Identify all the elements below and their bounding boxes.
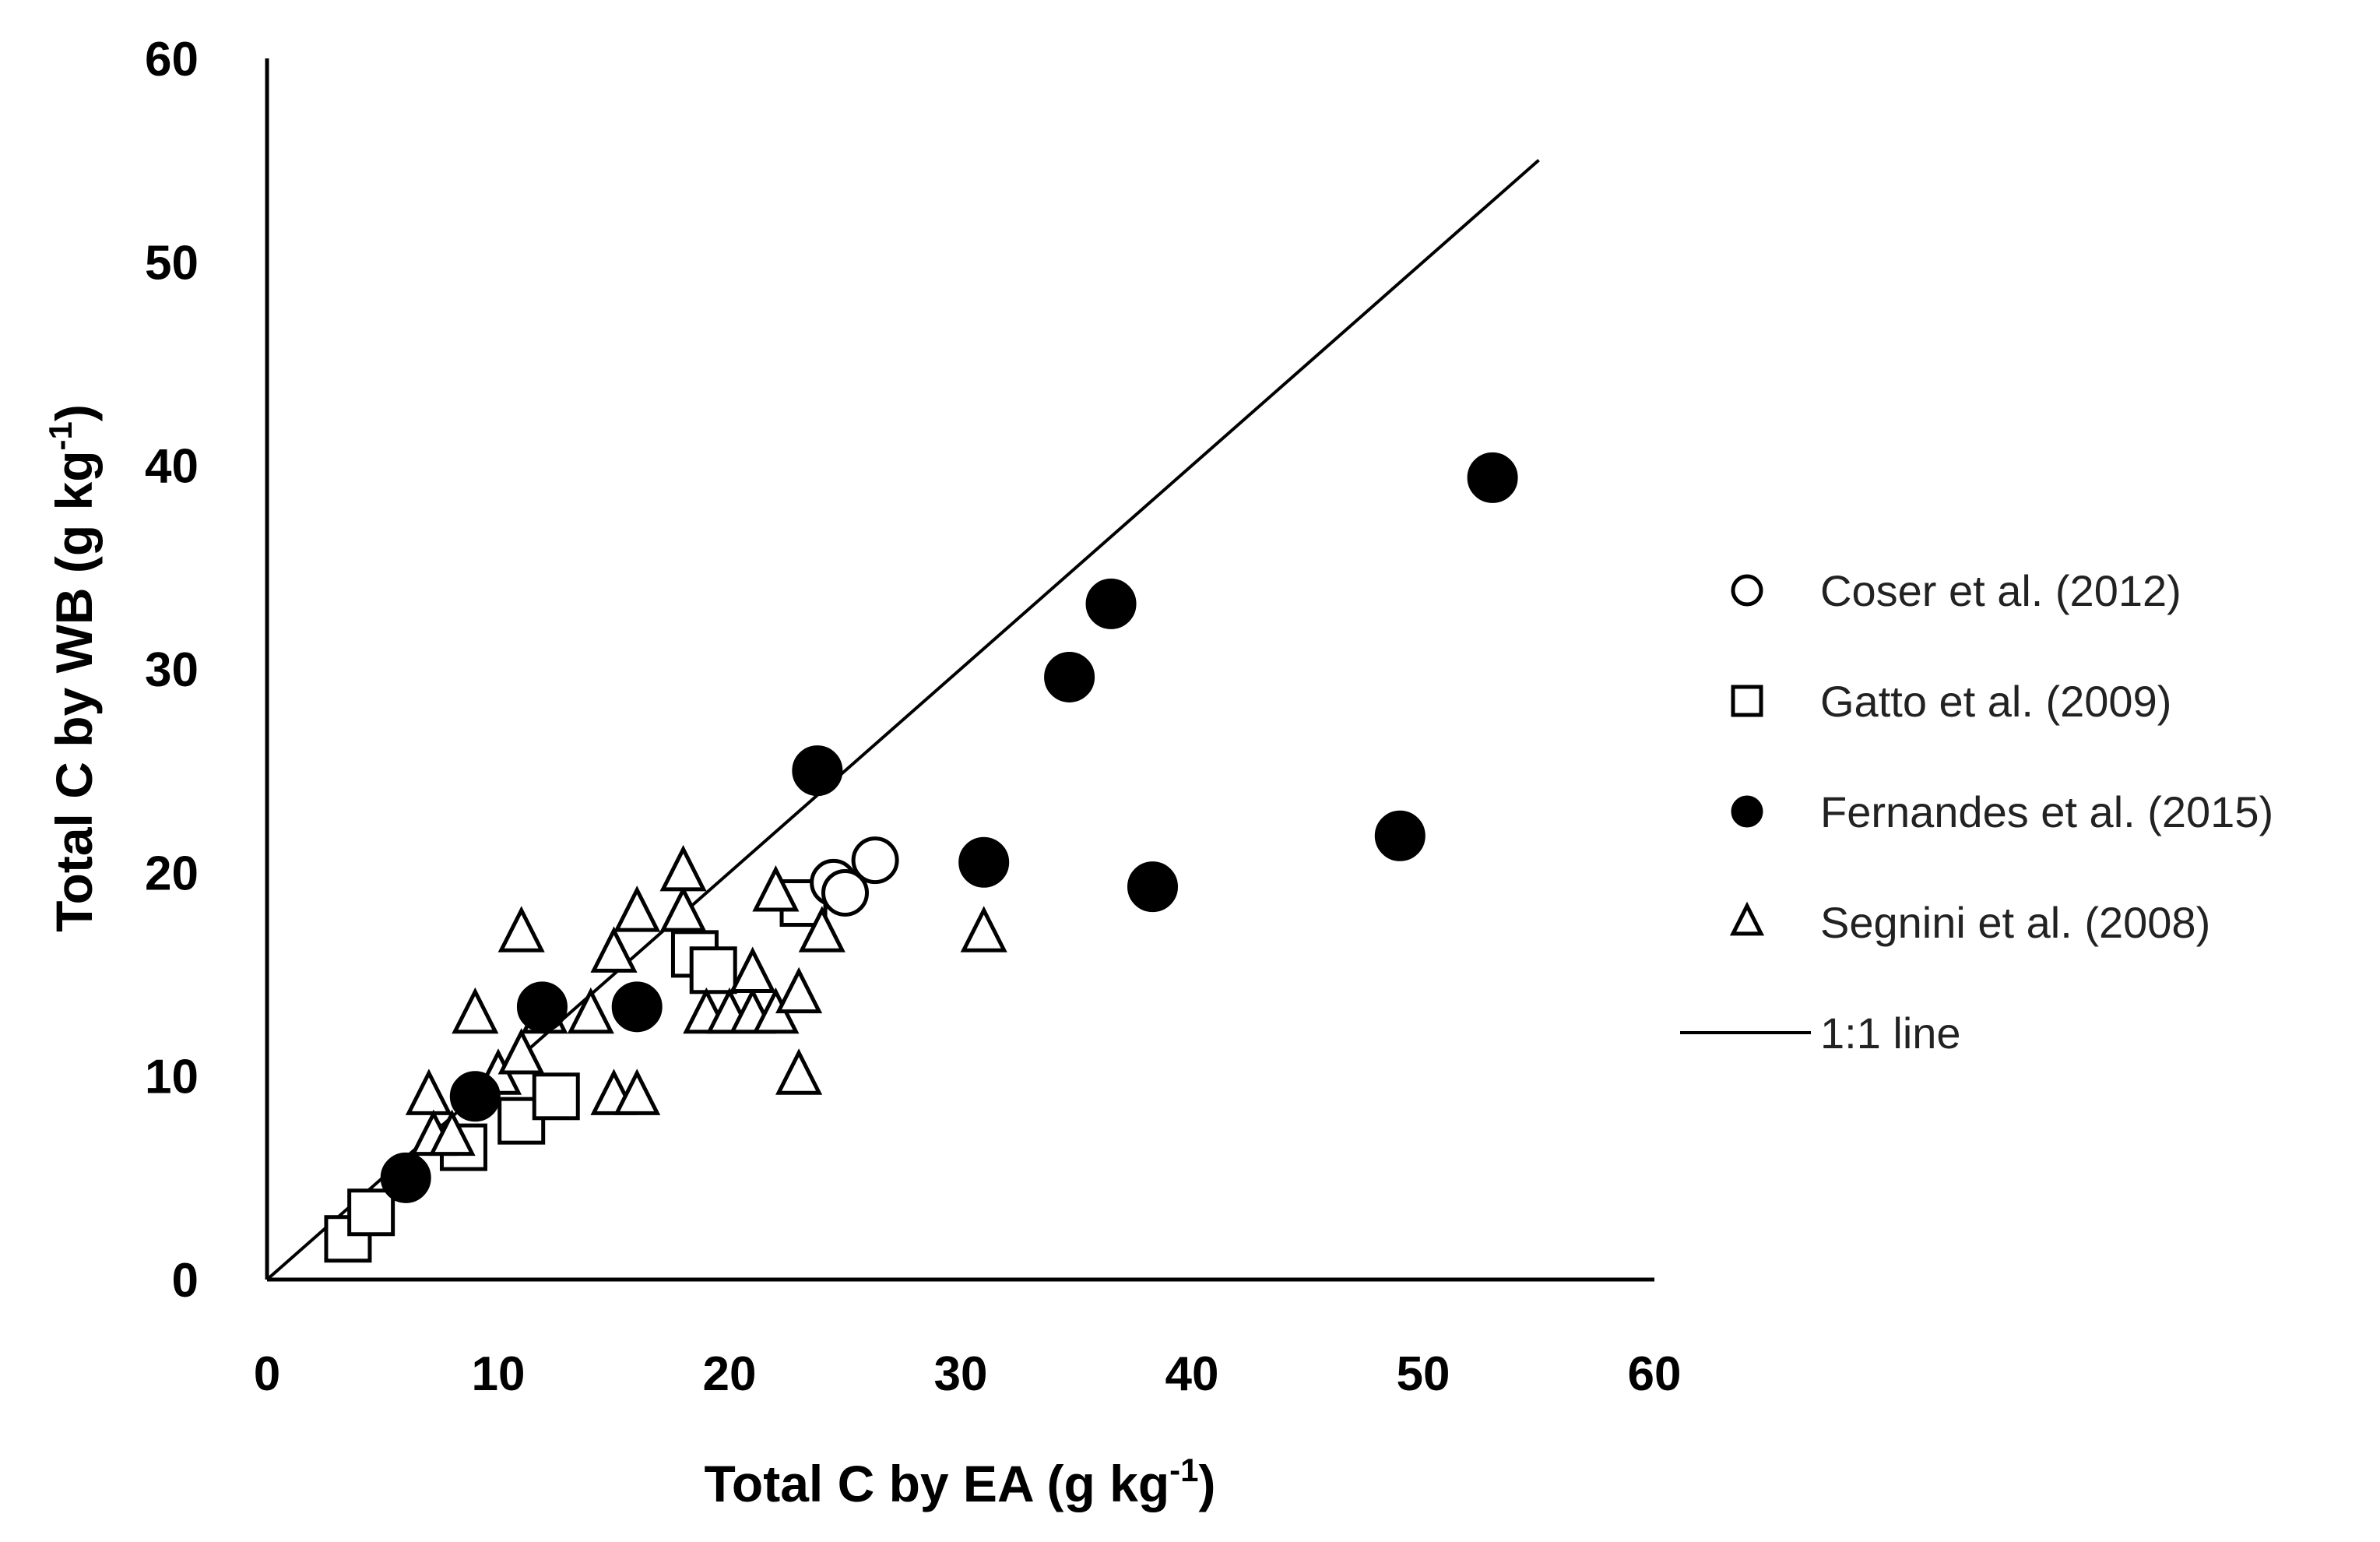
x-tick-labels: 0 10 20 30 40 50 60 [254,1347,1682,1401]
legend-label-gatto: Gatto et al. (2009) [1820,677,2171,726]
y-tick-label: 60 [145,33,199,86]
fernandes-data-point [958,836,1010,888]
gatto-data-point [347,1188,395,1237]
x-tick-label: 50 [1397,1347,1450,1401]
legend-label-segnini: Segnini et al. (2008) [1820,898,2210,947]
segnini-data-point [775,1048,823,1095]
x-tick-label: 0 [254,1347,280,1401]
segnini-data-point [659,885,707,932]
y-tick-label: 10 [145,1051,199,1104]
fernandes-data-point [792,745,843,797]
segnini-data-point [590,926,638,973]
fernandes-data-point [380,1152,431,1203]
segnini-data-point [729,946,776,994]
axes-group [265,58,1654,1282]
y-axis-title: Total C by WB (g kg-1) [42,404,103,932]
segnini-data-point [613,1068,661,1115]
segnini-data-point [775,966,823,1014]
x-tick-label: 60 [1628,1347,1682,1401]
y-tick-labels: 0 10 20 30 40 50 60 [145,33,199,1308]
gatto-data-point [532,1072,580,1121]
fernandes-data-point [1085,578,1137,629]
fernandes-data-point [516,981,568,1033]
segnini-data-point [613,885,661,932]
legend-label-fernandes: Fernandes et al. (2015) [1820,787,2273,836]
x-tick-label: 30 [934,1347,988,1401]
segnini-data-point [659,844,707,892]
segnini-data-point [405,1068,452,1115]
fernandes-data-point [1044,651,1095,702]
fernandes-data-point [1467,452,1518,503]
segnini-data-point [752,865,800,912]
segnini-data-point [497,906,545,952]
legend-marker-segnini [1729,901,1765,936]
segnini-data-point [452,987,499,1034]
fernandes-data-point [1127,861,1179,913]
fernandes-data-point [1374,810,1426,861]
segnini-data-point [428,1109,476,1156]
segnini-data-point [567,987,614,1034]
segnini-data-point [798,906,845,952]
legend-label-coser: Coser et al. (2012) [1820,566,2181,615]
legend-marker-coser [1731,574,1763,607]
y-tick-label: 50 [145,236,199,290]
segnini-data-point [497,1028,545,1075]
data-points [324,452,1518,1263]
legend-marker-gatto [1731,685,1763,717]
x-axis-title: Total C by EA (g kg-1) [704,1452,1215,1512]
x-tick-label: 10 [472,1347,526,1401]
legend-label-one-to-one-line: 1:1 line [1820,1009,1961,1058]
coser-data-point [821,868,869,917]
y-tick-label: 0 [172,1254,199,1308]
legend: Coser et al. (2012) Gatto et al. (2009) Fe… [1680,566,2273,1058]
fernandes-data-point [449,1071,501,1122]
y-tick-label: 40 [145,440,199,494]
x-tick-label: 40 [1165,1347,1219,1401]
x-tick-label: 20 [703,1347,757,1401]
y-tick-label: 20 [145,847,199,900]
legend-marker-fernandes [1731,795,1763,828]
coser-data-point [851,836,899,885]
y-tick-label: 30 [145,643,199,697]
gatto-data-point [689,946,737,995]
fernandes-data-point [611,981,663,1033]
segnini-data-point [960,906,1007,952]
